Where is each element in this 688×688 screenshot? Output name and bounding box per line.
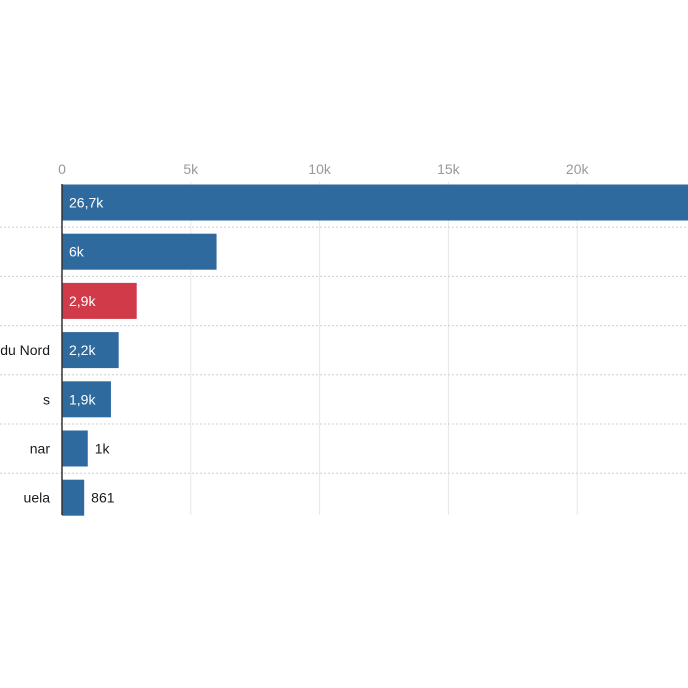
x-tick-label: 0 [58,161,66,177]
bar-value-label: 26,7k [69,195,104,211]
bar-value-label: 2,9k [69,293,96,309]
x-tick-label: 5k [183,161,199,177]
bar-value-label: 1,9k [69,391,96,407]
bar [62,381,111,418]
bar [62,479,85,516]
x-axis-ticks: 0 5k 10k 15k 20k [58,161,589,177]
bars: 26,7k 6k 2,9k 2,2k 1,9k 1k 861 [62,184,688,516]
x-tick-label: 10k [308,161,332,177]
bar [62,332,119,369]
category-label: du Nord [0,342,50,358]
category-label: nar [30,441,51,457]
row-separators [0,226,688,474]
bar-value-label: 861 [91,490,115,506]
category-label: uela [24,490,51,506]
category-labels: du Nord s nar uela [0,342,50,506]
bar-value-label: 1k [95,441,111,457]
x-tick-label: 20k [566,161,590,177]
grid-lines [190,182,578,515]
bar [62,184,688,221]
bar [62,430,88,467]
bar [62,233,217,270]
bar-value-label: 2,2k [69,342,96,358]
x-tick-label: 15k [437,161,461,177]
bar [62,282,137,319]
bar-value-label: 6k [69,244,85,260]
category-label: s [43,391,50,407]
